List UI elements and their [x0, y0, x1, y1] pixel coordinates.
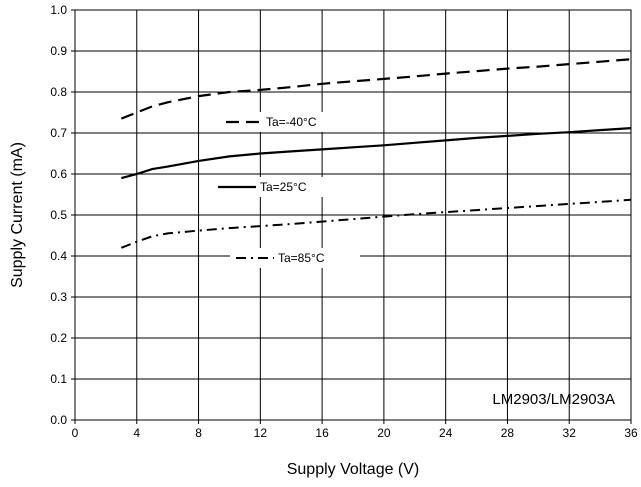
grid-lines — [75, 10, 631, 420]
y-tick-label: 0.7 — [50, 126, 67, 140]
x-tick-label: 8 — [195, 426, 202, 440]
y-tick-label: 0.3 — [50, 290, 67, 304]
model-annotation: LM2903/LM2903A — [492, 391, 615, 408]
x-tick-label: 24 — [439, 426, 453, 440]
series-line-ta-40-c — [120, 58, 632, 120]
y-tick-label: 0.1 — [50, 372, 67, 386]
x-axis-ticks: 0 4 8 12 16 20 24 28 32 36 — [72, 420, 638, 440]
y-axis-label: Supply Current (mA) — [9, 142, 26, 288]
legend-background — [220, 112, 348, 132]
y-tick-label: 1.0 — [50, 3, 67, 17]
x-tick-label: 20 — [377, 426, 391, 440]
series-line-ta-85-c — [120, 198, 632, 249]
y-tick-label: 0.5 — [50, 208, 67, 222]
series-line-ta-25-c — [121, 127, 632, 180]
legend: Ta=-40°C Ta=25°C Ta=85°C — [212, 112, 360, 268]
x-tick-label: 36 — [624, 426, 638, 440]
x-tick-label: 32 — [563, 426, 577, 440]
x-tick-label: 28 — [501, 426, 515, 440]
x-axis-label: Supply Voltage (V) — [287, 461, 420, 478]
x-tick-label: 4 — [133, 426, 140, 440]
y-tick-label: 0.2 — [50, 331, 67, 345]
x-tick-label: 0 — [72, 426, 79, 440]
series-lines — [120, 58, 632, 249]
legend-label: Ta=25°C — [260, 180, 307, 194]
y-tick-label: 0.8 — [50, 85, 67, 99]
y-tick-label: 0.0 — [50, 413, 67, 427]
legend-background — [212, 177, 342, 197]
y-axis-ticks: 0.0 0.1 0.2 0.3 0.4 0.5 0.6 0.7 0.8 0.9 1.0 — [50, 3, 75, 427]
y-tick-label: 0.4 — [50, 249, 67, 263]
y-tick-label: 0.9 — [50, 44, 67, 58]
x-tick-label: 12 — [254, 426, 268, 440]
legend-label: Ta=-40°C — [266, 115, 317, 129]
legend-background — [230, 248, 360, 268]
y-tick-label: 0.6 — [50, 167, 67, 181]
x-tick-label: 16 — [315, 426, 329, 440]
legend-label: Ta=85°C — [278, 251, 325, 265]
